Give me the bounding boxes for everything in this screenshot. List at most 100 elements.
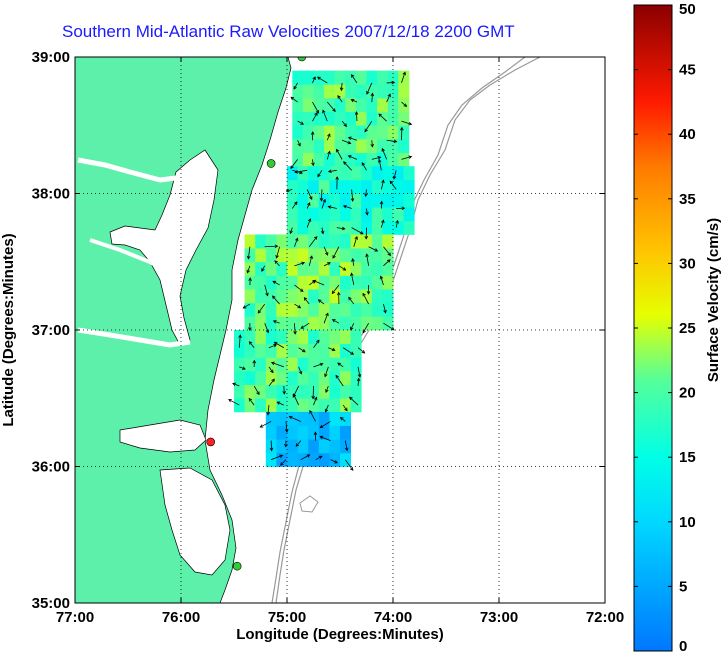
velocity-arrowhead bbox=[350, 98, 355, 103]
velocity-arrowhead bbox=[309, 196, 313, 200]
velocity-arrow bbox=[386, 139, 397, 143]
velocity-arrowhead bbox=[299, 288, 304, 292]
velocity-cell bbox=[340, 357, 351, 372]
velocity-cell bbox=[382, 207, 394, 222]
velocity-arrowhead bbox=[294, 201, 298, 205]
colorbar-tick-label: 45 bbox=[679, 62, 696, 79]
velocity-arrow bbox=[308, 255, 313, 266]
velocity-arrowhead bbox=[354, 235, 358, 240]
velocity-cell bbox=[287, 425, 298, 440]
velocity-cell bbox=[324, 125, 336, 140]
colorbar-tick-label: 20 bbox=[679, 385, 696, 402]
velocity-cell bbox=[355, 97, 367, 112]
velocity-arrow bbox=[300, 454, 310, 461]
velocity-arrowhead bbox=[387, 93, 391, 98]
velocity-arrowhead bbox=[252, 359, 257, 364]
colorbar-label: Surface Velocity (cm/s) bbox=[705, 218, 722, 382]
velocity-cell bbox=[387, 111, 399, 126]
x-axis-label: Longitude (Degrees:Minutes) bbox=[236, 626, 444, 643]
velocity-arrowhead bbox=[261, 268, 265, 272]
velocity-cell bbox=[244, 330, 256, 345]
velocity-cell bbox=[329, 330, 341, 345]
velocity-arrow bbox=[332, 319, 340, 324]
velocity-cell bbox=[329, 220, 341, 235]
velocity-cell bbox=[340, 411, 351, 426]
velocity-cell bbox=[340, 261, 351, 276]
velocity-cell bbox=[318, 370, 330, 385]
velocity-cell bbox=[350, 234, 362, 249]
velocity-arrow bbox=[321, 227, 324, 234]
velocity-arrow bbox=[243, 303, 251, 309]
velocity-arrowhead bbox=[299, 170, 303, 175]
velocity-arrowhead bbox=[297, 305, 302, 309]
velocity-arrowhead bbox=[332, 255, 336, 259]
velocity-cell bbox=[382, 220, 394, 235]
velocity-arrowhead bbox=[343, 123, 348, 127]
velocity-cell bbox=[265, 425, 277, 440]
velocity-arrowhead bbox=[306, 454, 311, 458]
velocity-cell bbox=[318, 166, 330, 181]
velocity-arrow bbox=[289, 227, 293, 234]
velocity-cell bbox=[255, 370, 267, 385]
velocity-arrowhead bbox=[313, 431, 318, 436]
velocity-arrowhead bbox=[310, 131, 315, 135]
velocity-cell bbox=[308, 357, 320, 372]
velocity-arrowhead bbox=[364, 193, 368, 197]
chesapeake-bay bbox=[109, 149, 219, 346]
velocity-cell bbox=[297, 261, 309, 276]
velocity-cell bbox=[361, 289, 373, 304]
velocity-arrowhead bbox=[272, 280, 277, 285]
velocity-cell bbox=[350, 193, 362, 208]
velocity-arrowhead bbox=[357, 373, 362, 378]
velocity-cell bbox=[371, 316, 383, 331]
velocity-cell bbox=[393, 166, 404, 181]
velocity-cell bbox=[292, 125, 304, 140]
velocity-cell bbox=[276, 248, 288, 263]
velocity-arrowhead bbox=[266, 411, 270, 416]
velocity-cell bbox=[382, 234, 394, 249]
velocity-arrowhead bbox=[273, 341, 278, 346]
velocity-arrow bbox=[322, 110, 328, 122]
velocity-arrowhead bbox=[365, 211, 369, 216]
velocity-arrow bbox=[274, 260, 280, 267]
velocity-arrowhead bbox=[309, 255, 313, 260]
velocity-cell bbox=[329, 316, 341, 331]
velocity-arrowhead bbox=[248, 341, 253, 345]
velocity-arrowhead bbox=[319, 197, 324, 202]
velocity-arrowhead bbox=[274, 260, 278, 264]
velocity-arrowhead bbox=[331, 347, 336, 352]
station-marker bbox=[232, 561, 242, 571]
velocity-cell bbox=[329, 425, 341, 440]
velocity-cell bbox=[340, 234, 351, 249]
velocity-arrowhead bbox=[313, 236, 318, 240]
velocity-cell bbox=[403, 166, 415, 181]
velocity-cell bbox=[355, 125, 367, 140]
velocity-arrow bbox=[357, 378, 360, 387]
velocity-arrow bbox=[353, 236, 358, 247]
bathymetry-contour bbox=[299, 495, 319, 513]
velocity-arrowhead bbox=[292, 394, 296, 398]
velocity-arrow bbox=[341, 120, 347, 127]
velocity-cell bbox=[265, 370, 277, 385]
velocity-arrowhead bbox=[269, 447, 274, 452]
velocity-cell bbox=[340, 289, 351, 304]
x-tick-label: 75:00 bbox=[268, 609, 306, 626]
velocity-arrowhead bbox=[318, 455, 323, 460]
velocity-arrowhead bbox=[242, 366, 246, 370]
velocity-arrow bbox=[303, 297, 310, 305]
velocity-arrow bbox=[295, 169, 308, 173]
velocity-cell bbox=[234, 398, 245, 413]
velocity-cell bbox=[308, 289, 320, 304]
velocity-arrowhead bbox=[377, 156, 382, 160]
velocity-cell bbox=[318, 452, 330, 467]
velocity-arrowhead bbox=[378, 113, 382, 118]
velocity-cell bbox=[318, 384, 330, 399]
velocity-cell bbox=[297, 439, 309, 454]
velocity-cell bbox=[350, 289, 362, 304]
velocity-cell bbox=[287, 411, 298, 426]
velocity-cell bbox=[308, 275, 320, 290]
velocity-cell bbox=[287, 207, 298, 222]
velocity-arrow bbox=[325, 404, 329, 412]
velocity-arrow bbox=[312, 112, 318, 122]
velocity-arrowhead bbox=[272, 295, 276, 300]
